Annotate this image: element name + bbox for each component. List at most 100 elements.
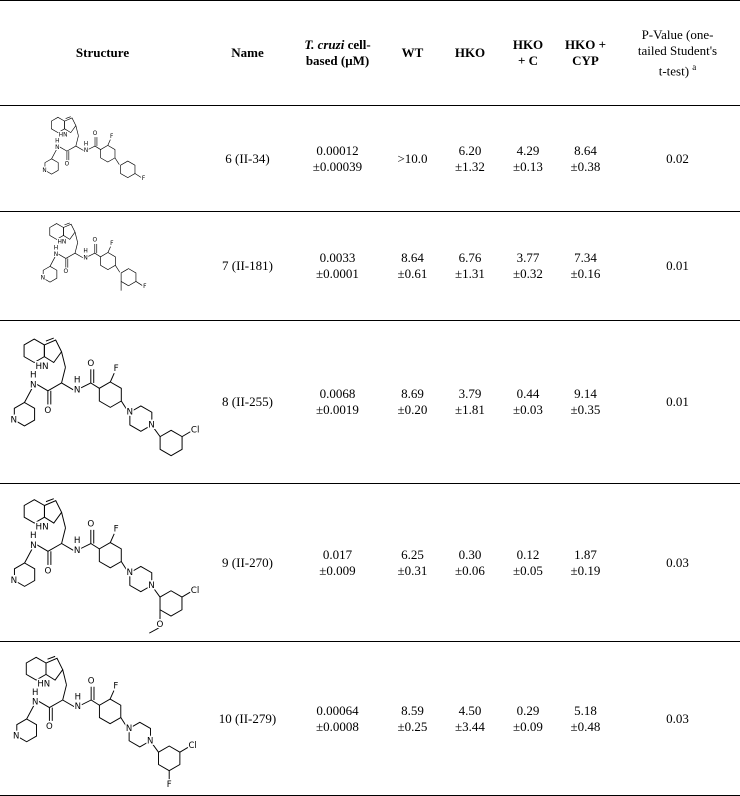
value-cell: 3.79±1.81 [440,321,500,484]
atom-label: HN [37,679,50,689]
atom-label: N [126,408,133,418]
bond [88,253,95,256]
atom-label: O [156,620,163,630]
atom-label: N [126,568,133,578]
bond [66,146,75,151]
bond [49,700,62,708]
value-cell: 6.25±0.31 [385,484,440,642]
bond [91,700,99,705]
error-value: ±0.20 [385,402,440,418]
mean-value: >10.0 [385,151,440,167]
mean-value: 5.18 [556,703,615,719]
bond [47,383,61,391]
bond [46,499,54,502]
bond [43,266,57,282]
value-cell: 0.0068±0.0019 [290,321,385,484]
bond [75,136,78,146]
compound-name: 8 (II-255) [222,394,273,409]
bond [57,254,65,259]
bond [95,146,101,150]
value-cell: 6.76±1.31 [440,212,500,321]
atom-label: N [10,416,17,426]
atom-label: N [74,702,80,712]
value-cell: 3.77±0.32 [500,212,556,321]
bond [44,340,61,362]
atom-label: F [110,241,114,247]
header-row: Structure Name T. cruzi cell-based (μM) … [0,1,740,106]
bond [62,700,73,707]
value-cell: >10.0 [385,106,440,212]
atom-label: F [113,681,118,691]
value-cell: 1.87±0.19 [556,484,615,642]
error-value: ±0.03 [500,402,556,418]
p-value: 0.02 [666,151,689,166]
name-cell: 9 (II-270) [205,484,290,642]
atom-label: H [31,688,37,698]
name-cell: 7 (II-181) [205,212,290,321]
atom-label: O [44,566,51,576]
bond [182,432,190,437]
atom-label: F [141,176,144,182]
mean-value: 0.017 [290,547,385,563]
value-cell: 0.0033±0.0001 [290,212,385,321]
atom-label: N [148,581,155,591]
header: HKO + C [510,37,546,69]
atom-label: N [147,736,153,746]
name-cell: 10 (II-279) [205,642,290,796]
bond [160,430,182,455]
bond [16,719,36,742]
bond [24,339,44,362]
bond [61,528,65,544]
header: HKO [455,45,485,60]
atom-label: N [40,276,44,282]
bond [61,352,65,368]
bond [61,383,73,390]
p-value-cell: 0.03 [615,642,740,796]
bond [65,253,74,258]
error-value: ±0.0001 [290,266,385,282]
bond [47,544,61,552]
mean-value: 6.20 [440,143,500,159]
header-cell: Name [205,1,290,106]
bond [47,656,55,659]
atom-label: H [29,371,36,381]
error-value: ±1.31 [440,266,500,282]
bond [49,224,63,240]
atom-label: O [92,238,97,244]
atom-label: N [29,380,36,390]
atom-label: H [74,693,80,703]
atom-label: H [30,531,37,541]
error-value: ±0.38 [556,159,615,175]
bond [14,563,34,586]
atom-label: HN [57,239,66,245]
atom-label: F [166,780,171,790]
error-value: ±0.16 [556,266,615,282]
bond [100,253,115,270]
p-value: 0.03 [666,711,689,726]
bond [107,140,110,146]
p-value-cell: 0.01 [615,212,740,321]
atom-label: N [42,168,46,174]
bond [44,159,57,174]
name-cell: 6 (II-34) [205,106,290,212]
mean-value: 0.12 [500,547,556,563]
compound-name: 6 (II-34) [225,151,269,166]
bond [26,657,46,680]
value-cell: 0.00012±0.00039 [290,106,385,212]
atom-label: N [55,145,59,151]
value-cell: 5.18±0.48 [556,642,615,796]
p-value: 0.01 [666,258,689,273]
bond [179,747,187,752]
header: Structure [76,45,129,60]
bond [134,174,140,178]
header-cell: T. cruzi cell-based (μM) [290,1,385,106]
mean-value: 0.0068 [290,386,385,402]
atom-label: H [73,536,80,546]
error-value: ±0.009 [290,563,385,579]
